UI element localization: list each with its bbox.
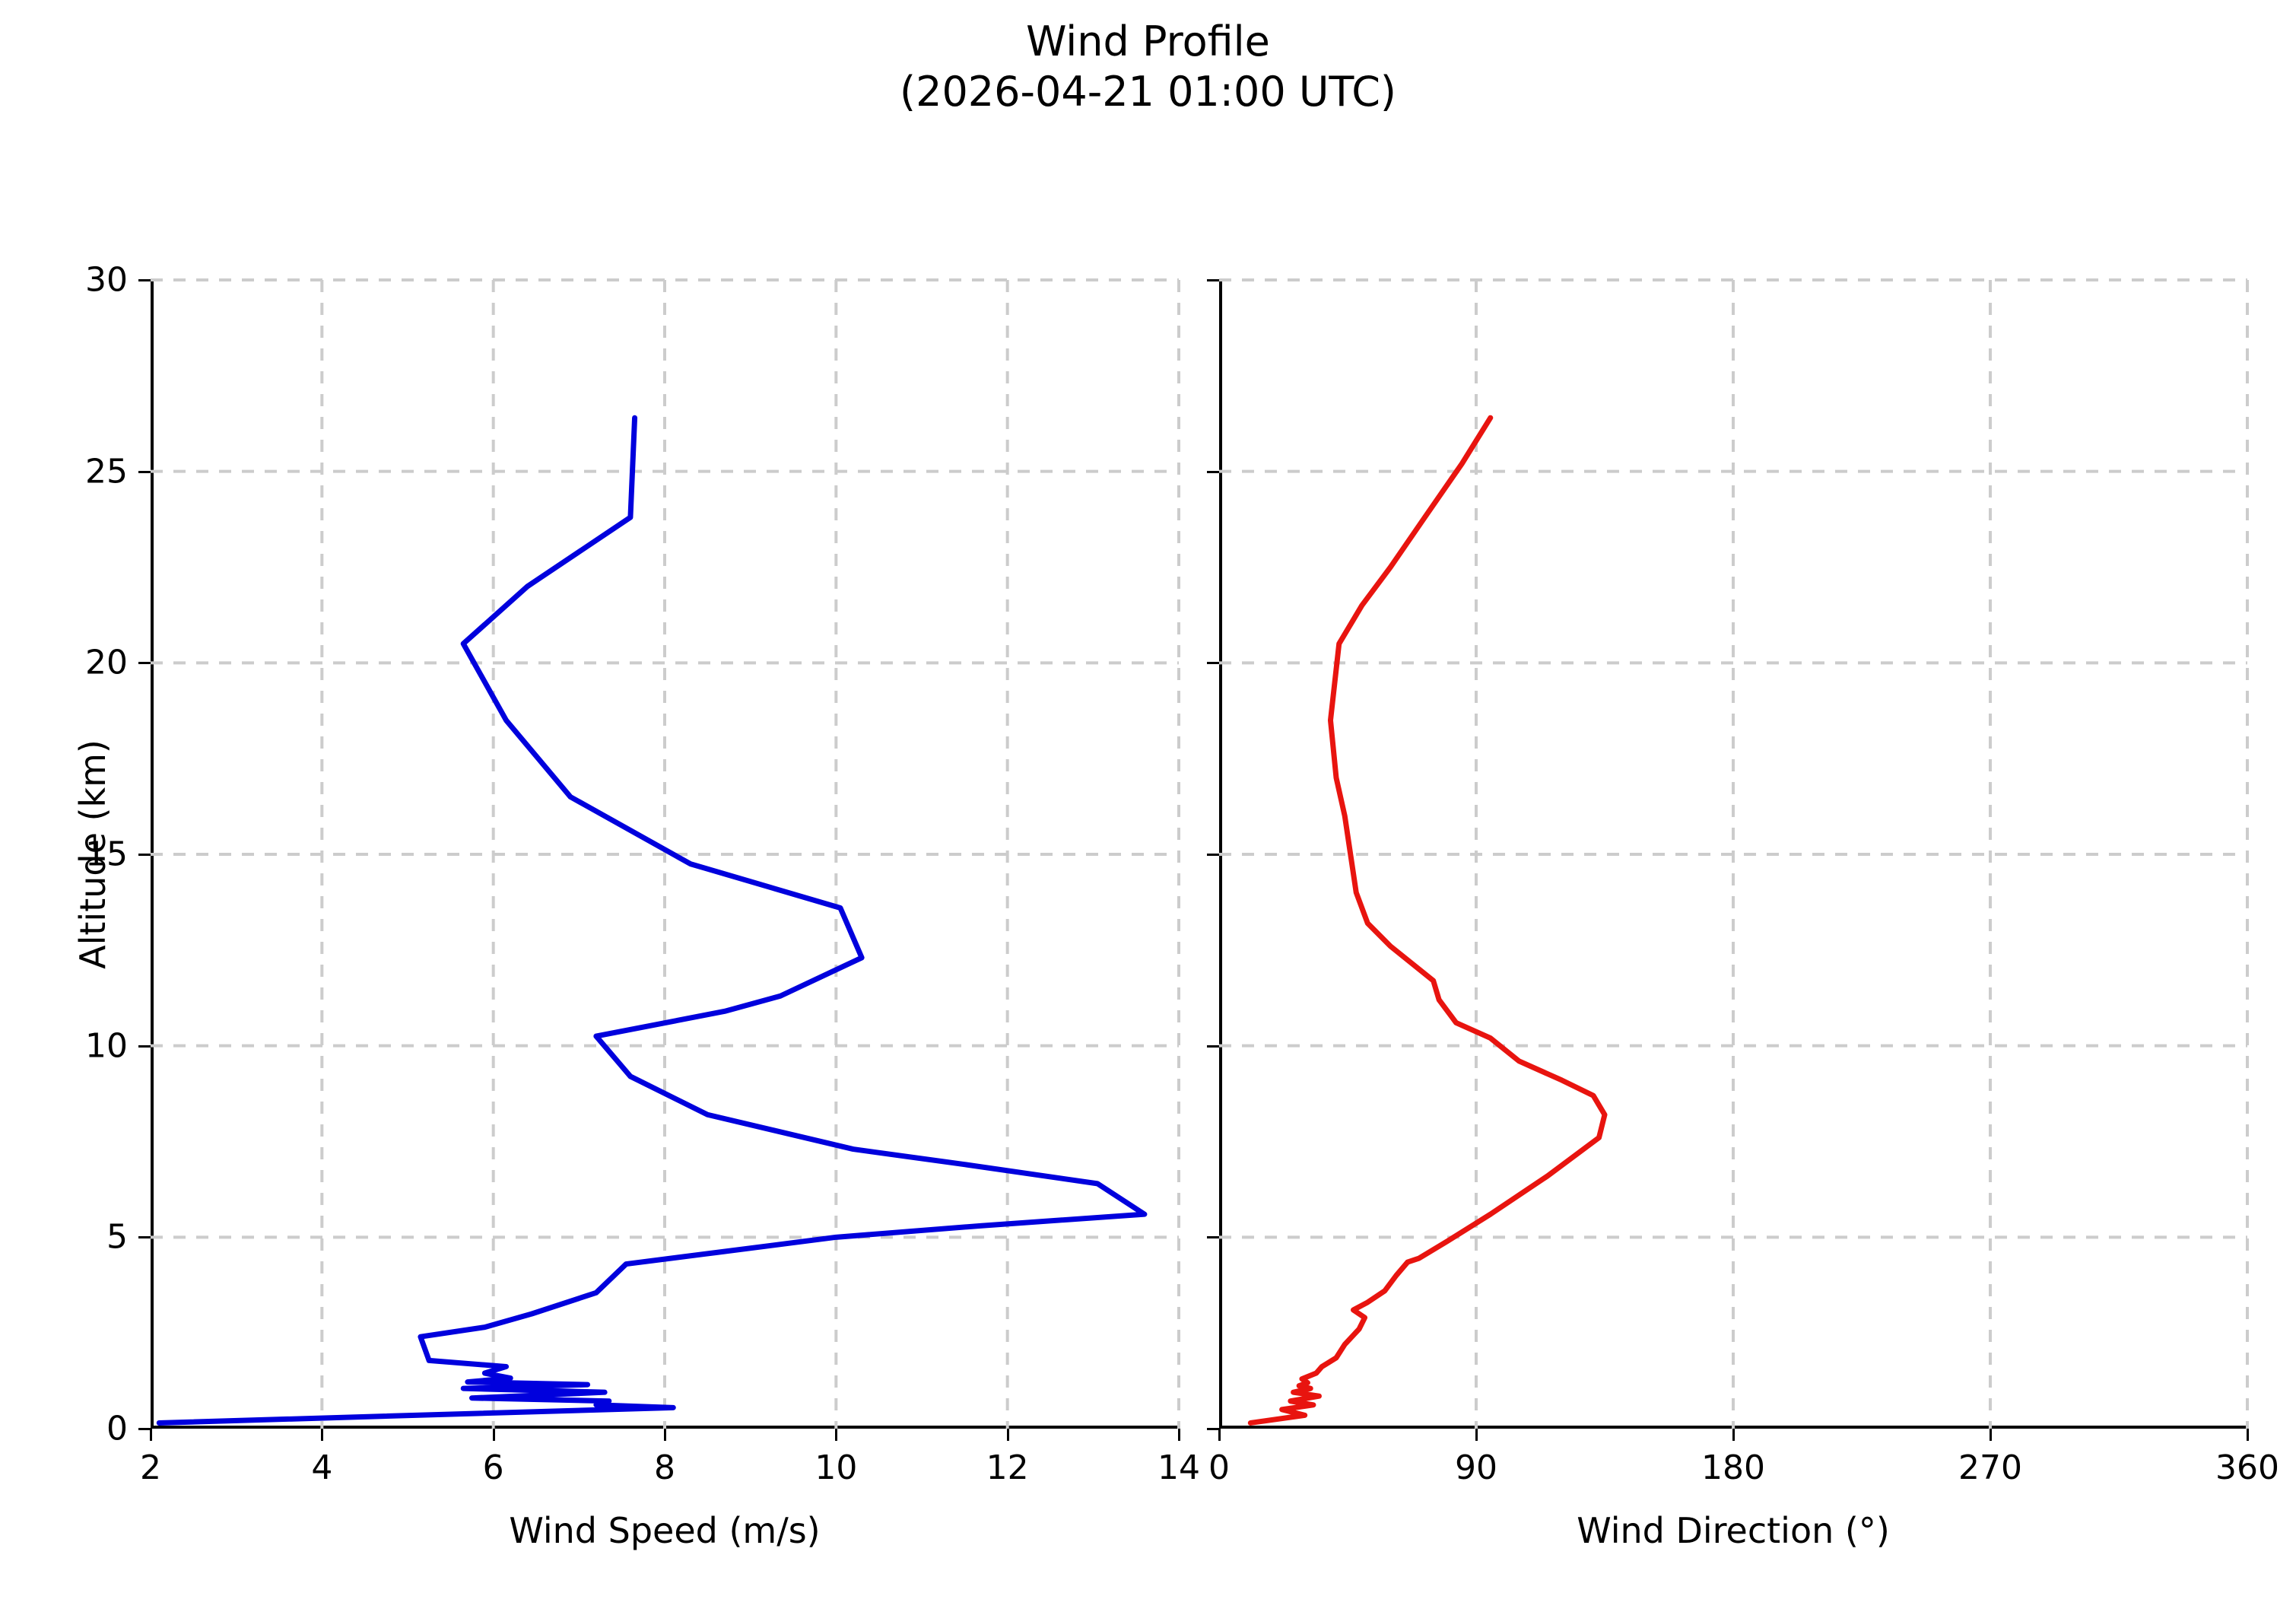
- wind-direction-panel: [1219, 278, 2249, 1429]
- x-tick-label: 12: [986, 1448, 1029, 1487]
- x-tick-label: 10: [815, 1448, 858, 1487]
- y-tick-label: 25: [85, 452, 128, 491]
- x-tick-label: 360: [2215, 1448, 2279, 1487]
- x-tick-mark: [1732, 1429, 1735, 1441]
- x-tick-label: 6: [482, 1448, 504, 1487]
- y-tick-mark: [138, 854, 151, 856]
- x-tick-mark: [321, 1429, 324, 1441]
- x-tick-mark: [1006, 1429, 1009, 1441]
- x-tick-mark: [492, 1429, 495, 1441]
- data-series-line: [156, 415, 1148, 1426]
- figure-title: Wind Profile (2026-04-21 01:00 UTC): [900, 17, 1396, 116]
- y-tick-mark: [1207, 854, 1219, 856]
- x-tick-mark: [1178, 1429, 1180, 1441]
- data-series-line: [1247, 415, 1608, 1426]
- wind-direction-plot-svg: [1219, 278, 2249, 1429]
- x-tick-mark: [2247, 1429, 2249, 1441]
- x-tick-label: 2: [140, 1448, 161, 1487]
- y-tick-label: 5: [106, 1217, 128, 1257]
- y-tick-mark: [138, 1428, 151, 1430]
- y-tick-mark: [1207, 1428, 1219, 1430]
- wind-direction-axis-label: Wind Direction (°): [1577, 1510, 1890, 1551]
- y-tick-mark: [1207, 662, 1219, 665]
- y-tick-mark: [1207, 279, 1219, 281]
- y-tick-label: 10: [85, 1026, 128, 1066]
- y-tick-label: 20: [85, 643, 128, 682]
- x-tick-mark: [150, 1429, 152, 1441]
- wind-speed-plot-svg: [151, 278, 1180, 1429]
- altitude-axis-label: Altitude (km): [72, 739, 113, 969]
- y-tick-mark: [1207, 1236, 1219, 1239]
- x-tick-label: 8: [654, 1448, 675, 1487]
- x-tick-mark: [1990, 1429, 1992, 1441]
- x-tick-label: 0: [1208, 1448, 1230, 1487]
- y-tick-mark: [138, 662, 151, 665]
- y-tick-mark: [138, 1044, 151, 1048]
- x-tick-mark: [835, 1429, 838, 1441]
- y-tick-mark: [138, 470, 151, 473]
- x-tick-label: 14: [1158, 1448, 1200, 1487]
- x-tick-label: 180: [1701, 1448, 1765, 1487]
- y-tick-mark: [138, 279, 151, 281]
- x-tick-label: 4: [311, 1448, 333, 1487]
- x-tick-label: 270: [1958, 1448, 2022, 1487]
- wind-speed-panel: [151, 278, 1180, 1429]
- y-tick-mark: [138, 1236, 151, 1239]
- x-tick-label: 90: [1455, 1448, 1497, 1487]
- y-tick-mark: [1207, 1044, 1219, 1048]
- x-tick-mark: [1475, 1429, 1478, 1441]
- y-tick-label: 15: [85, 835, 128, 874]
- wind-speed-axis-label: Wind Speed (m/s): [509, 1510, 821, 1551]
- y-tick-label: 30: [85, 260, 128, 300]
- x-tick-mark: [664, 1429, 666, 1441]
- x-tick-mark: [1218, 1429, 1221, 1441]
- y-tick-label: 0: [106, 1409, 128, 1448]
- y-tick-mark: [1207, 470, 1219, 473]
